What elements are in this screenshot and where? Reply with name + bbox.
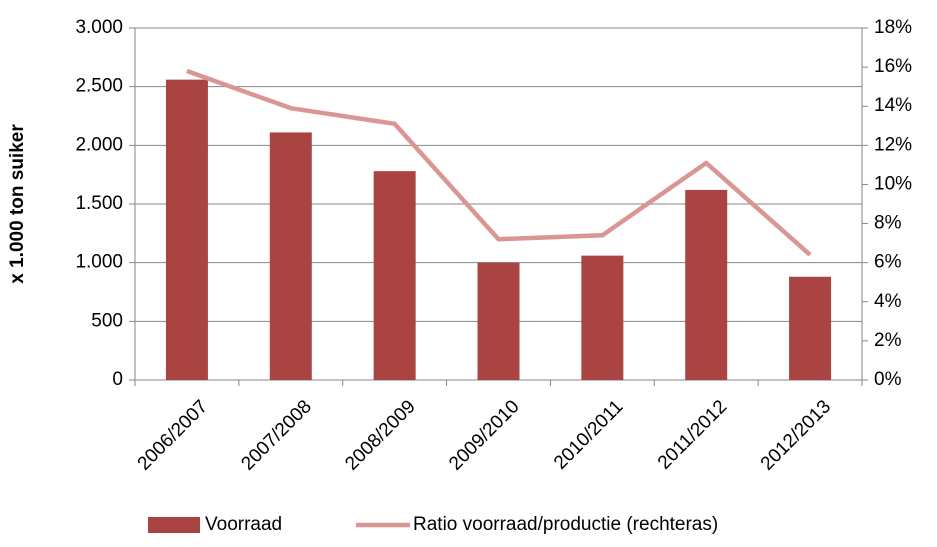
- y2-tick-label: 6%: [874, 252, 902, 273]
- bar: [477, 262, 520, 380]
- y-tick-label: 500: [91, 310, 123, 331]
- bar: [269, 132, 312, 380]
- y2-tick-label: 10%: [874, 173, 912, 194]
- y-axis-label: x 1.000 ton suiker: [7, 124, 28, 284]
- line: [186, 68, 812, 257]
- y2-tick-label: 16%: [874, 56, 912, 77]
- x-tick-label: 2008/2009: [341, 396, 419, 474]
- y-tick-label: 1.500: [75, 193, 123, 214]
- bar: [165, 79, 208, 381]
- y2-tick-label: 12%: [874, 134, 912, 155]
- y-tick-label: 2.000: [75, 134, 123, 155]
- bar: [581, 255, 624, 380]
- y2-tick-label: 4%: [874, 291, 902, 312]
- y-tick-label: 1.000: [75, 252, 123, 273]
- y2-tick-label: 8%: [874, 213, 902, 234]
- legend-swatch: [148, 517, 200, 533]
- y2-tick-label: 2%: [874, 330, 902, 351]
- x-tick-label: 2010/2011: [550, 396, 627, 473]
- legend-label: Ratio voorraad/productie (rechteras): [413, 514, 718, 535]
- x-tick-label: 2009/2010: [445, 396, 523, 474]
- x-tick-label: 2011/2012: [654, 396, 731, 473]
- y-tick-label: 2.500: [75, 76, 123, 97]
- legend-label: Voorraad: [205, 514, 282, 535]
- bar: [373, 171, 416, 380]
- y2-tick-label: 14%: [874, 95, 912, 116]
- y-tick-label: 3.000: [75, 17, 123, 38]
- y-tick-label: 0: [112, 369, 123, 390]
- bar: [789, 276, 832, 380]
- y2-tick-label: 18%: [874, 17, 912, 38]
- x-tick-label: 2006/2007: [134, 396, 212, 474]
- x-tick-label: 2007/2008: [238, 396, 316, 474]
- bar: [685, 189, 728, 380]
- x-tick-label: 2012/2013: [757, 396, 835, 474]
- y2-tick-label: 0%: [874, 369, 902, 390]
